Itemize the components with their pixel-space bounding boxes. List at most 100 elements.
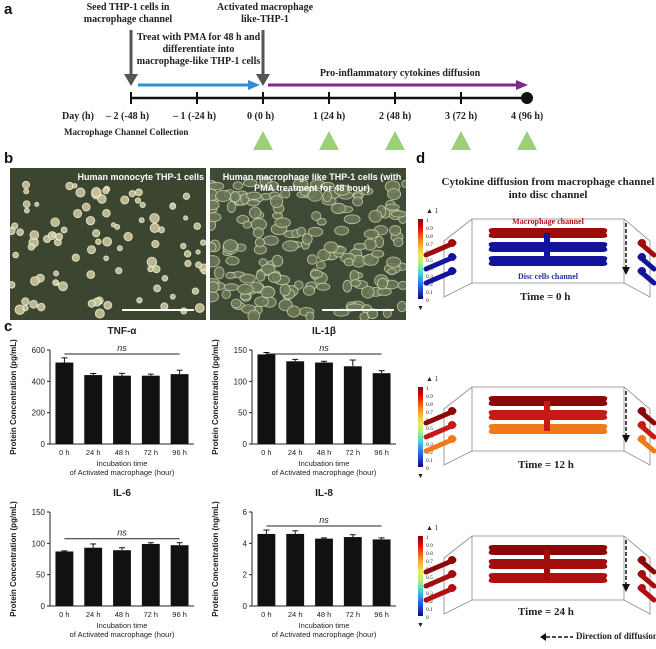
- tick-label: – 1 (-24 h): [173, 111, 217, 122]
- collection-triangle: [319, 131, 339, 150]
- timeline: [124, 30, 537, 150]
- macrophage-cell: [307, 189, 323, 202]
- chart-title: IL-1β: [312, 326, 336, 337]
- colorbar-tick-label: 0.3: [426, 591, 433, 597]
- monocyte-cell: [16, 228, 24, 236]
- port-end: [448, 253, 456, 261]
- macrophage-cell: [384, 203, 400, 211]
- macrophage-cell: [230, 298, 242, 309]
- chart-ylabel: Protein Concentration (pg/mL): [211, 339, 220, 455]
- bar: [372, 539, 391, 606]
- macrophage-cell: [343, 214, 361, 225]
- monocyte-cell: [195, 261, 202, 269]
- port-end: [448, 556, 456, 564]
- colorbar-tick-label: 0.1: [426, 290, 433, 296]
- diffusion-legend-label: Direction of diffusion: [576, 631, 656, 641]
- bar: [84, 547, 103, 606]
- colorbar-tick-label: 0.5: [426, 575, 433, 581]
- monocyte-cell: [201, 268, 206, 275]
- bar: [55, 551, 74, 606]
- chart-il-6: IL-6 Protein Concentration (pg/mL) 0 50 100 1…: [8, 484, 204, 649]
- macrophage-cell: [311, 211, 322, 221]
- colorbar-tick-label: 0: [426, 466, 429, 472]
- monocyte-cell: [22, 304, 29, 312]
- macrophage-cell: [397, 280, 406, 290]
- macrophage-cell: [279, 283, 291, 297]
- y-tick-label: 0: [243, 440, 248, 449]
- chart-xlabel: of Activated macrophage (hour): [70, 630, 175, 639]
- monocyte-cell: [60, 226, 68, 234]
- colorbar-tick-label: 0.7: [426, 242, 433, 248]
- monocyte-cells-image: [10, 180, 206, 319]
- macrophage-cell: [393, 237, 404, 248]
- monocyte-cell: [102, 209, 111, 218]
- macrophage-cell: [286, 305, 301, 318]
- macrophage-cell: [330, 202, 346, 214]
- colorbar-tick-label: 0.7: [426, 410, 433, 416]
- bar: [141, 543, 160, 606]
- macrophage-channel-label: Macrophage channel: [512, 217, 584, 226]
- monocyte-cell: [110, 222, 116, 228]
- monocyte-cell: [146, 256, 158, 268]
- monocyte-cell: [103, 300, 113, 310]
- monocyte-cell: [195, 249, 201, 255]
- bar: [286, 361, 305, 444]
- port-end: [448, 421, 456, 429]
- chart-ylabel: Protein Concentration (pg/mL): [9, 501, 18, 617]
- y-tick-label: 400: [32, 377, 46, 386]
- y-tick-label: 0: [243, 602, 248, 611]
- macrophage-cell: [254, 296, 269, 308]
- colorbar-tick-label: 1: [426, 386, 429, 392]
- y-tick-label: 50: [238, 409, 247, 418]
- monocyte-cell: [136, 297, 143, 304]
- monocyte-cell: [12, 251, 19, 259]
- macrophage-cell: [226, 200, 237, 213]
- monocyte-cell: [134, 197, 142, 204]
- macrophage-cell: [262, 235, 279, 246]
- x-tick-label: 24 h: [288, 610, 303, 619]
- monocyte-cell: [30, 276, 40, 286]
- macrophage-cell: [353, 242, 367, 251]
- macrophage-cell: [360, 187, 374, 196]
- bar: [84, 375, 103, 444]
- macrophage-cell: [266, 181, 280, 191]
- simulation-frames: ▲ 110.90.80.70.60.50.40.30.20.10▼ Macroph…: [417, 207, 656, 629]
- macrophage-cell: [390, 210, 406, 218]
- y-tick-label: 100: [32, 539, 46, 548]
- macrophage-cell: [213, 266, 225, 280]
- macrophage-cell: [223, 283, 239, 292]
- macrophage-cell: [248, 206, 262, 219]
- macrophage-cell: [361, 285, 375, 299]
- port-end: [448, 584, 456, 592]
- macrophage-cell: [363, 238, 377, 251]
- simulation-frame: ▲ 110.90.80.70.60.50.40.30.20.10▼: [417, 524, 656, 629]
- monocyte-cell: [22, 200, 31, 209]
- macrophage-cell: [316, 217, 327, 226]
- chart-xlabel: of Activated macrophage (hour): [272, 630, 377, 639]
- monocyte-cell: [53, 270, 60, 277]
- macrophage-cell: [301, 233, 313, 245]
- macrophage-cell: [210, 242, 217, 253]
- macrophage-cell: [367, 308, 378, 320]
- panel-letter-c: c: [4, 318, 13, 335]
- macrophage-cell: [401, 179, 406, 189]
- macrophage-cell: [334, 184, 351, 196]
- monocyte-cell: [36, 302, 46, 312]
- colorbar-tick-label: 0.3: [426, 442, 433, 448]
- macrophage-cell: [320, 181, 335, 190]
- chart-title: IL-8: [315, 488, 333, 499]
- macrophage-cell: [221, 289, 231, 300]
- ns-annotation: ns: [117, 343, 127, 353]
- monocyte-cell: [81, 202, 91, 212]
- macrophage-cell: [296, 226, 306, 237]
- chart-xlabel: Incubation time: [97, 459, 148, 468]
- monocyte-cell: [94, 308, 105, 319]
- x-tick-label: 96 h: [172, 610, 187, 619]
- x-tick-label: 24 h: [86, 448, 101, 457]
- port-end: [448, 407, 456, 415]
- colorbar-tick-label: 0.9: [426, 226, 433, 232]
- monocyte-cell: [52, 279, 59, 286]
- timeline-ticks: [130, 92, 462, 104]
- x-tick-label: 48 h: [317, 610, 332, 619]
- monocyte-cell: [149, 222, 160, 234]
